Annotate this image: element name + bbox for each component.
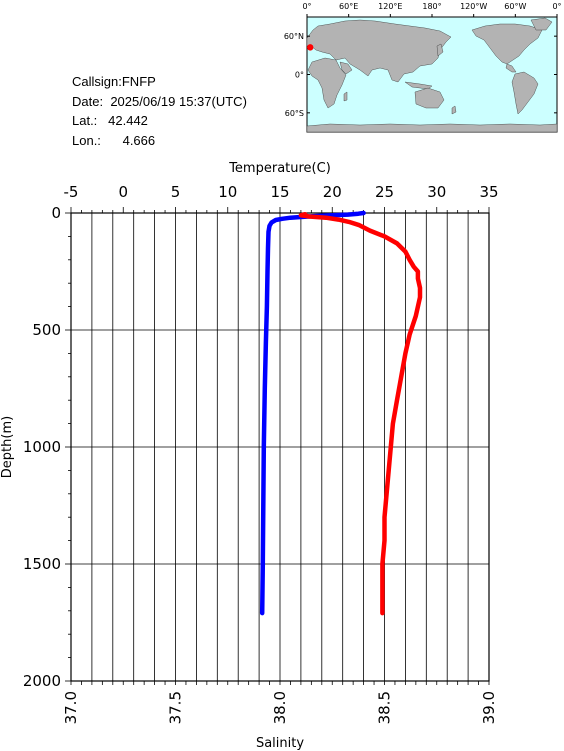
top-axis-tick-label: 30 (427, 183, 446, 201)
map-lat-label: 0° (295, 71, 304, 80)
left-axis-tick-label: 1500 (23, 555, 61, 573)
map-lon-label: 120°W (460, 2, 487, 11)
left-axis-tick-label: 1000 (23, 438, 61, 456)
left-axis-tick-label: 500 (32, 321, 61, 339)
top-axis-tick-label: 0 (118, 183, 128, 201)
lat-value: 42.442 (108, 113, 148, 128)
world-map: 0° 60°E 120°E 180° 120°W 60°W 0° 60°N 0° 60°S (284, 2, 562, 133)
plot-frame (70, 212, 490, 682)
date-row: Date: 2025/06/19 15:37(UTC) (72, 92, 247, 112)
temperature-profile-line (259, 210, 366, 616)
map-lon-label: 180° (422, 2, 441, 11)
station-info: Callsign:FNFP Date: 2025/06/19 15:37(UTC… (72, 72, 247, 150)
top-axis-tick-label: 5 (171, 183, 181, 201)
grid (71, 213, 489, 681)
left-axis-tick-labels: 0 500 1000 1500 2000 (23, 204, 61, 690)
callsign-row: Callsign:FNFP (72, 72, 247, 92)
bottom-axis-tick-label: 38.0 (271, 691, 289, 724)
top-axis-tick-label: 15 (270, 183, 289, 201)
left-axis-tick-label: 0 (51, 204, 61, 222)
minor-ticks (65, 207, 490, 685)
map-lon-label: 120°E (378, 2, 402, 11)
top-axis-tick-labels: -5 0 5 10 15 20 25 30 35 (64, 183, 499, 201)
map-lon-label: 0° (302, 2, 311, 11)
top-axis-title: Temperature(C) (228, 161, 331, 176)
top-axis-tick-label: -5 (64, 183, 79, 201)
map-land (306, 17, 558, 133)
callsign-value: FNFP (121, 74, 156, 89)
bottom-axis-tick-label: 38.5 (376, 691, 394, 724)
date-value: 2025/06/19 15:37(UTC) (110, 93, 247, 109)
station-marker (307, 44, 314, 51)
lat-label: Lat.: (72, 113, 98, 128)
map-lat-label: 60°S (285, 109, 304, 118)
map-lon-label: 60°E (339, 2, 358, 11)
bottom-axis-tick-label: 39.0 (480, 691, 498, 724)
map-lon-label: 60°W (504, 2, 526, 11)
top-axis-tick-label: 10 (218, 183, 237, 201)
lon-value: 4.666 (122, 132, 156, 148)
bottom-axis-title: Salinity (256, 736, 304, 751)
map-lat-label: 60°N (284, 32, 304, 41)
left-axis-tick-label: 2000 (23, 672, 61, 690)
lon-row: Lon.: 4.666 (72, 131, 247, 151)
callsign-label: Callsign: (72, 74, 122, 89)
lon-label: Lon.: (72, 132, 101, 148)
bottom-axis-tick-label: 37.5 (167, 691, 185, 724)
left-axis-title: Depth(m) (0, 416, 15, 478)
top-axis-tick-label: 20 (323, 183, 342, 201)
top-axis-tick-label: 25 (375, 183, 394, 201)
top-axis-tick-label: 35 (479, 183, 498, 201)
map-lon-label: 0° (552, 2, 561, 11)
salinity-profile-line (298, 211, 423, 616)
series-layer (259, 210, 423, 616)
bottom-axis-tick-label: 37.0 (62, 691, 80, 724)
lat-row: Lat.: 42.442 (72, 111, 247, 131)
bottom-axis-tick-labels: 37.0 37.5 38.0 38.5 39.0 (62, 691, 498, 724)
date-label: Date: (72, 93, 104, 109)
